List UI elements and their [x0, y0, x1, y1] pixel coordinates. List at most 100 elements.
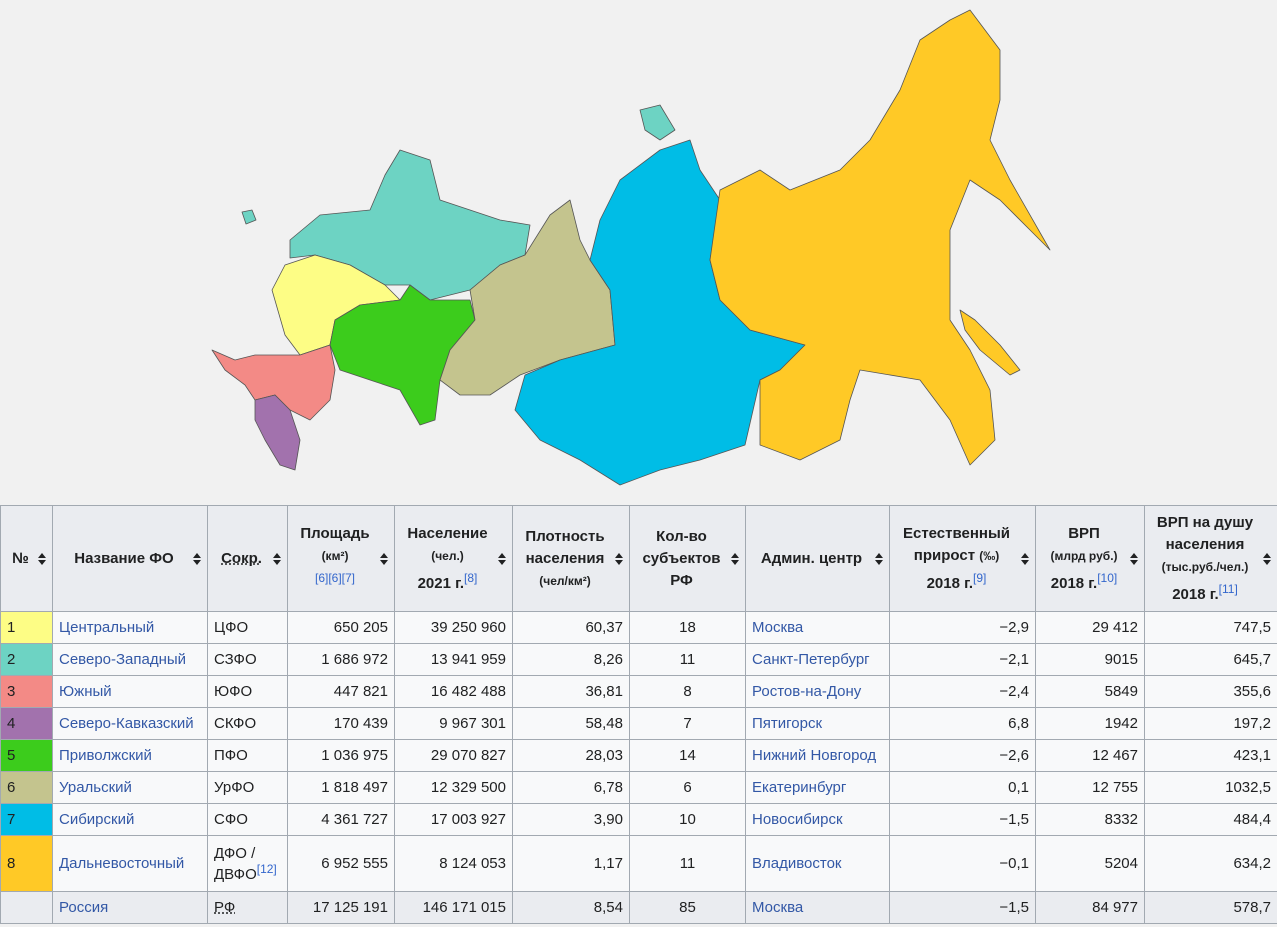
cell-center: Нижний Новгород — [745, 739, 890, 772]
cell-grp-pc: 578,7 — [1144, 891, 1277, 924]
name[interactable]: Центральный — [59, 619, 155, 636]
grp-pc: 423,1 — [1233, 747, 1271, 764]
cell-area: 6 952 555 — [287, 835, 395, 892]
area: 447 821 — [333, 683, 388, 700]
name[interactable]: Сибирский — [59, 811, 135, 828]
header-unit: (чел/км²) — [539, 573, 591, 588]
name[interactable]: Дальневосточный — [59, 855, 185, 872]
grp-pc: 355,6 — [1233, 683, 1271, 700]
center[interactable]: Москва — [752, 899, 804, 916]
grp: 5204 — [1104, 855, 1138, 872]
column-header[interactable]: Название ФО — [52, 505, 208, 612]
cell-growth: −2,9 — [889, 611, 1036, 644]
cell-grp: 12 467 — [1035, 739, 1145, 772]
center[interactable]: Москва — [752, 619, 804, 636]
cell-grp: 1942 — [1035, 707, 1145, 740]
cell-grp-pc: 1032,5 — [1144, 771, 1277, 804]
abbr: УрФО — [214, 779, 255, 796]
cell-grp-pc: 423,1 — [1144, 739, 1277, 772]
column-header[interactable]: Население (чел.) 2021 г.[8] — [394, 505, 513, 612]
cell-area: 650 205 — [287, 611, 395, 644]
cell-name: Приволжский — [52, 739, 208, 772]
cell-population: 12 329 500 — [394, 771, 513, 804]
growth: −2,6 — [999, 747, 1029, 764]
cell-density: 28,03 — [512, 739, 630, 772]
abbr: ПФО — [214, 747, 248, 764]
cell-abbr: СКФО — [207, 707, 288, 740]
column-header[interactable]: № — [0, 505, 53, 612]
grp: 12 467 — [1092, 747, 1138, 764]
cell-area: 1 686 972 — [287, 643, 395, 676]
cell-center: Москва — [745, 611, 890, 644]
density: 28,03 — [585, 747, 623, 764]
cell-no: 3 — [0, 675, 53, 708]
center[interactable]: Пятигорск — [752, 715, 823, 732]
area: 170 439 — [333, 715, 388, 732]
header-year: 2021 г. — [417, 574, 465, 592]
cell-population: 146 171 015 — [394, 891, 513, 924]
population: 29 070 827 — [430, 747, 506, 764]
cell-grp-pc: 645,7 — [1144, 643, 1277, 676]
cell-growth: −2,4 — [889, 675, 1036, 708]
cell-center: Санкт-Петербург — [745, 643, 890, 676]
column-header[interactable]: Плотность населения (чел/км²) — [512, 505, 630, 612]
name[interactable]: Россия — [59, 899, 109, 916]
subjects: 85 — [679, 899, 696, 916]
center[interactable]: Владивосток — [752, 855, 842, 872]
no: 8 — [7, 855, 16, 872]
subjects: 14 — [679, 747, 696, 764]
center[interactable]: Нижний Новгород — [752, 747, 877, 764]
cell-growth: 6,8 — [889, 707, 1036, 740]
name[interactable]: Южный — [59, 683, 112, 700]
column-header[interactable]: Кол-во субъектов РФ — [629, 505, 746, 612]
center[interactable]: Екатеринбург — [752, 779, 847, 796]
area: 4 361 727 — [321, 811, 388, 828]
subjects: 7 — [683, 715, 692, 732]
cell-grp: 84 977 — [1035, 891, 1145, 924]
no: 2 — [7, 651, 16, 668]
cell-abbr: ЦФО — [207, 611, 288, 644]
density: 8,26 — [593, 651, 623, 668]
header-year: 2018 г. — [926, 574, 974, 592]
cell-population: 29 070 827 — [394, 739, 513, 772]
header-unit: (млрд руб.) — [1050, 548, 1118, 563]
column-header[interactable]: Сокр. — [207, 505, 288, 612]
abbr: ДФО / ДВФО — [214, 844, 257, 883]
cell-grp: 9015 — [1035, 643, 1145, 676]
center[interactable]: Новосибирск — [752, 811, 843, 828]
column-header[interactable]: Площадь (км²) [6][6][7] — [287, 505, 395, 612]
area: 650 205 — [333, 619, 388, 636]
header-ref: [6][6][7] — [314, 570, 356, 585]
cell-center: Пятигорск — [745, 707, 890, 740]
center[interactable]: Санкт-Петербург — [752, 651, 870, 668]
cell-population: 8 124 053 — [394, 835, 513, 892]
grp-pc: 484,4 — [1233, 811, 1271, 828]
header-title: ВРП — [1068, 524, 1100, 542]
cell-subjects: 7 — [629, 707, 746, 740]
header-title: ВРП на душу населения — [1156, 513, 1254, 553]
column-header[interactable]: ВРП (млрд руб.) 2018 г.[10] — [1035, 505, 1145, 612]
table-row: 2 Северо-Западный СЗФО 1 686 972 13 941 959 8… — [0, 643, 1277, 676]
grp-pc: 197,2 — [1233, 715, 1271, 732]
density: 1,17 — [593, 855, 623, 872]
cell-name: Дальневосточный — [52, 835, 208, 892]
cell-name: Южный — [52, 675, 208, 708]
name[interactable]: Приволжский — [59, 747, 152, 764]
cell-growth: −1,5 — [889, 803, 1036, 836]
column-header[interactable]: ВРП на душу населения (тыс.руб./чел.) 2018… — [1144, 505, 1277, 612]
column-header[interactable]: Естественный прирост (‰) 2018 г.[9] — [889, 505, 1036, 612]
cell-abbr: УрФО — [207, 771, 288, 804]
cell-growth: −0,1 — [889, 835, 1036, 892]
name[interactable]: Уральский — [59, 779, 132, 796]
no: 5 — [7, 747, 16, 764]
name[interactable]: Северо-Кавказский — [59, 715, 194, 732]
area: 1 686 972 — [321, 651, 388, 668]
grp: 5849 — [1104, 683, 1138, 700]
center[interactable]: Ростов-на-Дону — [752, 683, 862, 700]
cell-abbr: РФ — [207, 891, 288, 924]
name[interactable]: Северо-Западный — [59, 651, 187, 668]
table-row: 5 Приволжский ПФО 1 036 975 29 070 827 28,03 1… — [0, 739, 1277, 772]
grp-pc: 634,2 — [1233, 855, 1271, 872]
grp: 1942 — [1104, 715, 1138, 732]
column-header[interactable]: Админ. центр — [745, 505, 890, 612]
